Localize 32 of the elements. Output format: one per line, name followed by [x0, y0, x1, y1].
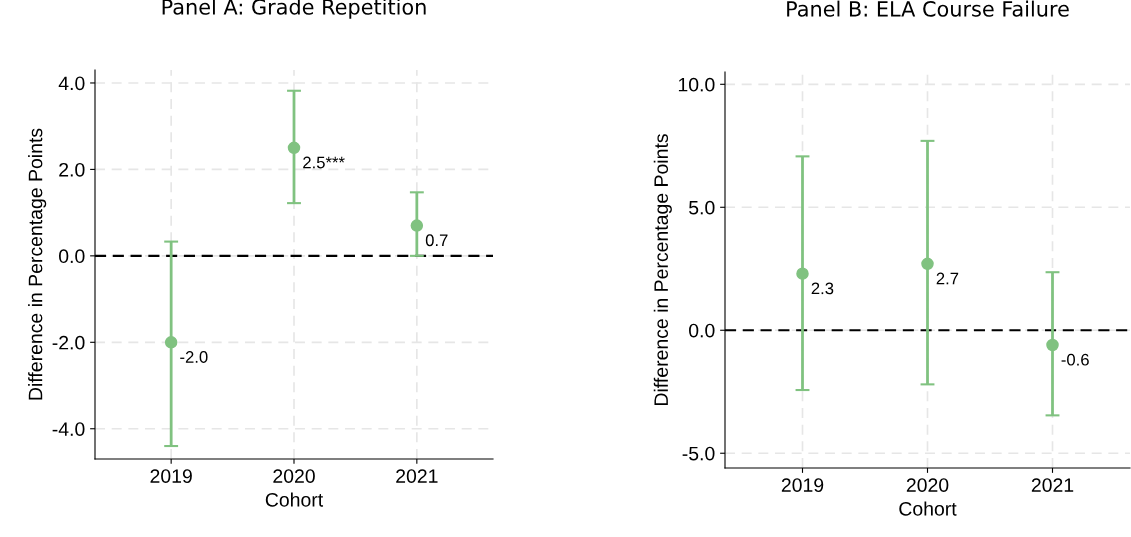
y-tick-label: 0.0 — [59, 249, 85, 264]
x-tick-label: 2020 — [906, 478, 949, 492]
x-tick-label: 2021 — [1031, 478, 1074, 492]
y-axis-title: Difference in Percentage Points — [653, 134, 672, 405]
y-tick-label: 5.0 — [689, 200, 715, 215]
data-label: 2.5*** — [303, 156, 345, 169]
x-tick-label: 2020 — [273, 469, 315, 483]
y-tick-label: 10.0 — [678, 77, 715, 92]
point — [410, 219, 424, 232]
y-axis-title: Difference in Percentage Points — [28, 128, 47, 400]
point — [1046, 338, 1059, 352]
y-tick-label: 0.0 — [689, 323, 715, 338]
point — [796, 267, 809, 280]
x-axis-title: Cohort — [265, 492, 324, 507]
point — [921, 257, 934, 271]
data-label: -2.0 — [180, 351, 208, 363]
chart-title: Panel B: ELA Course Failure — [787, 0, 1069, 17]
data-label: 2.3 — [811, 282, 834, 295]
data-label: 2.7 — [936, 272, 959, 285]
x-tick-label: 2019 — [150, 469, 192, 483]
y-tick-label: 4.0 — [58, 76, 85, 91]
point — [164, 336, 178, 349]
x-tick-label: 2019 — [781, 478, 824, 492]
point — [287, 141, 301, 155]
x-axis-title: Cohort — [899, 501, 957, 516]
y-tick-label: -2.0 — [52, 335, 85, 350]
x-tick-label: 2021 — [396, 469, 438, 483]
y-tick-label: -5.0 — [682, 446, 715, 461]
data-label: -0.6 — [1061, 353, 1089, 366]
y-tick-label: -4.0 — [52, 422, 85, 436]
data-label: 0.7 — [425, 234, 448, 247]
y-tick-label: 2.0 — [59, 162, 85, 177]
